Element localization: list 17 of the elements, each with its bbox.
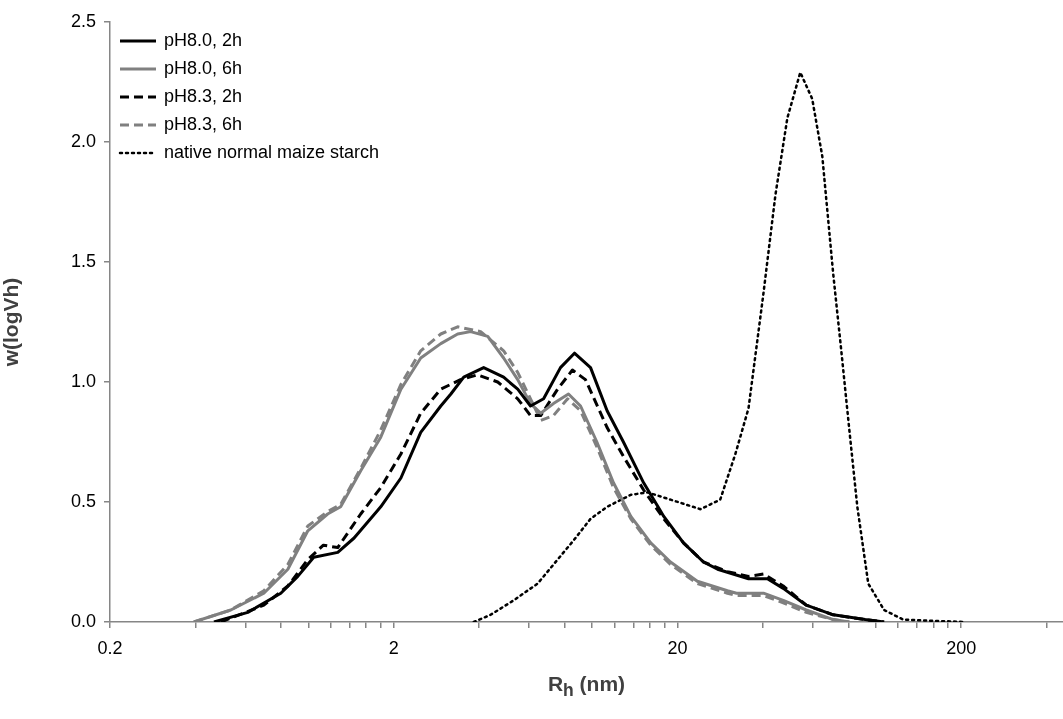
y-tick-label: 2.5 [70,10,96,31]
y-tick-label: 0.0 [70,610,96,631]
legend-label: pH8.0, 6h [164,57,243,78]
y-axis-title: w(logVh) [0,277,23,368]
legend-label: native normal maize starch [164,141,380,162]
legend-label: pH8.3, 2h [164,85,243,106]
x-axis-title: R$_{h}$ (nm) [546,672,627,702]
x-tick-label: 200 [946,637,977,658]
y-tick-label: 2.0 [70,130,96,151]
x-tick-label: 0.2 [97,637,123,658]
x-tick-label: 2 [388,637,399,658]
legend-label: pH8.3, 6h [164,113,243,134]
y-tick-label: 0.5 [70,490,96,511]
legend-label: pH8.0, 2h [164,29,243,50]
x-tick-label: 20 [667,637,688,658]
y-tick-label: 1.0 [70,370,96,391]
y-tick-label: 1.5 [70,250,96,271]
